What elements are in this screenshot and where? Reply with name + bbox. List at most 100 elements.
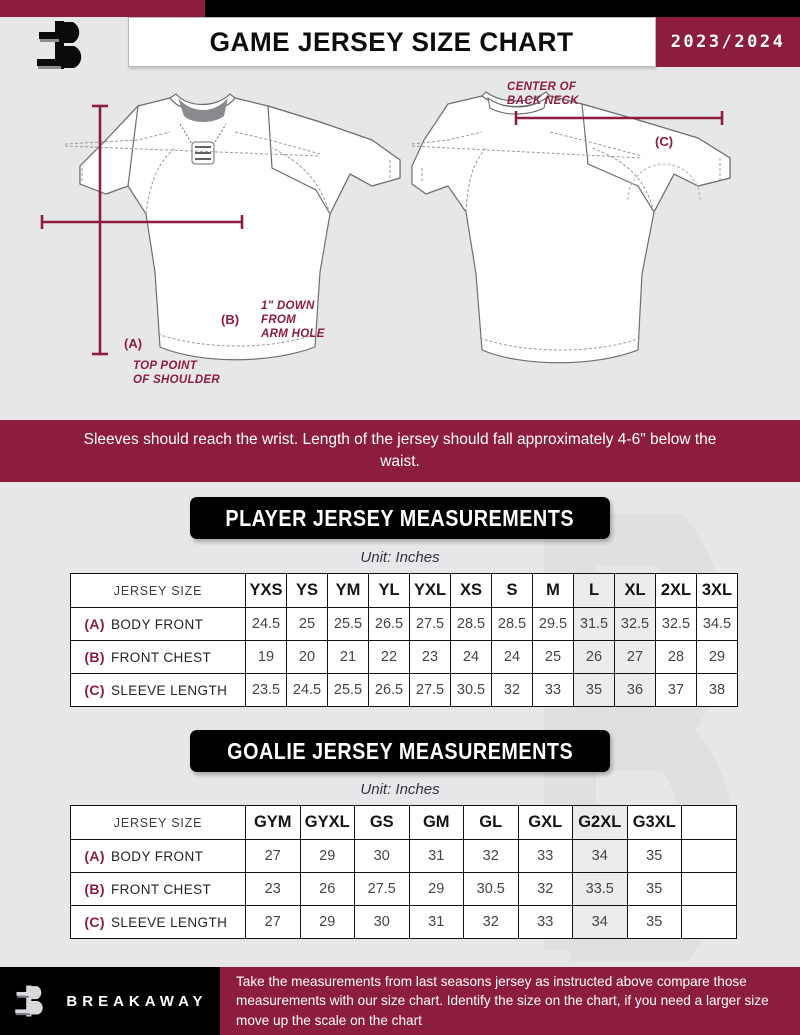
measurement-value: 31 — [408, 905, 464, 939]
front-label-b-line2: FROM — [261, 314, 297, 326]
player-table-wrap: JERSEY SIZE YXS YS YM YL YXL XS S M L XL 2XL 3XL (A) B… — [70, 573, 738, 707]
table-row: (A) BODY FRONT 27 29 30 31 32 33 34 35 — [70, 839, 737, 873]
goalie-section-label: GOALIE JERSEY MEASUREMENTS — [226, 737, 574, 764]
breakaway-b-logo-icon — [37, 20, 82, 69]
size-column-header: GYXL — [299, 805, 355, 840]
measurement-value — [681, 872, 737, 906]
size-column-header: GS — [354, 805, 410, 840]
measurement-value: 33 — [532, 673, 574, 707]
table-row: (A) BODY FRONT 24.5 25 25.5 26.5 27.5 28.5 28.5 2… — [70, 607, 738, 641]
measurement-value: 32 — [517, 872, 573, 906]
front-label-b-line1: 1" DOWN — [261, 300, 315, 312]
measurement-value: 25 — [286, 607, 328, 641]
footer-note-block: Take the measurements from last seasons … — [220, 967, 800, 1035]
table-row: (B) FRONT CHEST 23 26 27.5 29 30.5 32 33.5 35 — [70, 872, 737, 906]
measurement-value: 35 — [626, 839, 682, 873]
measurement-value: 28.5 — [450, 607, 492, 641]
measurement-value: 27 — [614, 640, 656, 674]
table-header-row: JERSEY SIZE GYM GYXL GS GM GL GXL G2XL G3XL — [70, 805, 737, 840]
measurement-value: 29 — [696, 640, 738, 674]
player-measurements-table: JERSEY SIZE YXS YS YM YL YXL XS S M L XL 2XL 3XL (A) B… — [70, 573, 738, 707]
size-column-header: G2XL — [572, 805, 628, 840]
size-header-cell: JERSEY SIZE — [70, 805, 246, 840]
instruction-banner: Sleeves should reach the wrist. Length o… — [0, 420, 800, 482]
player-unit-label: Unit: Inches — [360, 549, 440, 566]
measurement-value: 24 — [450, 640, 492, 674]
size-column-header: YS — [286, 573, 328, 608]
size-header-cell: JERSEY SIZE — [70, 573, 246, 608]
measurement-value: 20 — [286, 640, 328, 674]
measurement-value: 29.5 — [532, 607, 574, 641]
measurement-value: 27.5 — [409, 673, 451, 707]
size-column-header: YL — [368, 573, 410, 608]
table-row: (B) FRONT CHEST 19 20 21 22 23 24 24 25 26 27 28 29 — [70, 640, 738, 674]
size-column-header: M — [532, 573, 574, 608]
measurement-value: 32.5 — [614, 607, 656, 641]
size-column-header: GL — [463, 805, 519, 840]
back-label-c-line1: CENTER OF — [507, 81, 577, 93]
measurement-value: 27.5 — [354, 872, 410, 906]
measurement-row-label: (A) BODY FRONT — [70, 607, 246, 641]
measurement-value: 24.5 — [286, 673, 328, 707]
measurement-value: 33.5 — [572, 872, 628, 906]
page-header: GAME JERSEY SIZE CHART 2023/2024 — [0, 17, 800, 72]
measurement-value: 27.5 — [409, 607, 451, 641]
measurement-tag: (C) — [84, 682, 105, 698]
measurement-value: 23.5 — [245, 673, 287, 707]
top-maroon-bar — [0, 0, 205, 17]
goalie-section-pill: GOALIE JERSEY MEASUREMENTS — [190, 730, 610, 772]
measurement-value: 27 — [245, 905, 301, 939]
size-column-header: YM — [327, 573, 369, 608]
measurement-row-label: (C) SLEEVE LENGTH — [70, 905, 246, 939]
header-logo — [0, 17, 128, 72]
measurement-value: 28 — [655, 640, 697, 674]
measurement-value: 25.5 — [327, 607, 369, 641]
table-row: (C) SLEEVE LENGTH 27 29 30 31 32 33 34 35 — [70, 905, 737, 939]
measurement-value: 26 — [573, 640, 615, 674]
measurement-value: 25 — [532, 640, 574, 674]
size-column-header: XL — [614, 573, 656, 608]
back-label-c-line2: BACK NECK — [507, 95, 579, 107]
front-label-a-line2: OF SHOULDER — [133, 374, 220, 386]
measurement-value: 24 — [491, 640, 533, 674]
measurement-tag: (B) — [84, 649, 105, 665]
title-plate: GAME JERSEY SIZE CHART — [128, 17, 656, 67]
footer-note-text: Take the measurements from last seasons … — [236, 973, 769, 1028]
size-column-header: YXS — [245, 573, 287, 608]
size-column-header: 3XL — [696, 573, 738, 608]
measurement-value — [681, 905, 737, 939]
measurement-value — [681, 839, 737, 873]
measurement-value: 30 — [354, 905, 410, 939]
front-tag-a: (A) — [124, 336, 143, 351]
player-section-pill: PLAYER JERSEY MEASUREMENTS — [190, 497, 610, 539]
measurement-value: 30.5 — [463, 872, 519, 906]
measurement-value: 26.5 — [368, 673, 410, 707]
measurement-value: 23 — [409, 640, 451, 674]
measurement-row-label: (B) FRONT CHEST — [70, 640, 246, 674]
size-column-header: GM — [408, 805, 464, 840]
measurement-value: 22 — [368, 640, 410, 674]
jersey-front-illustration — [40, 93, 401, 361]
table-row: (C) SLEEVE LENGTH 23.5 24.5 25.5 26.5 27.5 30.5… — [70, 673, 738, 707]
measurement-value: 29 — [299, 905, 355, 939]
measurement-value: 21 — [327, 640, 369, 674]
front-label-a-line1: TOP POINT — [133, 360, 198, 372]
measurement-value: 31.5 — [573, 607, 615, 641]
measurement-row-label: (C) SLEEVE LENGTH — [70, 673, 246, 707]
measurement-value: 32 — [463, 905, 519, 939]
size-column-header: YXL — [409, 573, 451, 608]
measurement-tag: (A) — [84, 848, 105, 864]
measurement-value: 27 — [245, 839, 301, 873]
measurement-value: 25.5 — [327, 673, 369, 707]
goalie-table-wrap: JERSEY SIZE GYM GYXL GS GM GL GXL G2XL G3XL (A) BO… — [70, 805, 737, 939]
front-tag-b: (B) — [221, 312, 240, 327]
measurement-value: 35 — [626, 872, 682, 906]
jersey-back-illustration — [411, 91, 731, 364]
size-column-header: XS — [450, 573, 492, 608]
back-tag-c: (C) — [655, 134, 674, 149]
page-title: GAME JERSEY SIZE CHART — [210, 26, 574, 57]
measurement-value: 23 — [245, 872, 301, 906]
size-column-header: GXL — [517, 805, 573, 840]
size-column-header — [681, 805, 737, 840]
